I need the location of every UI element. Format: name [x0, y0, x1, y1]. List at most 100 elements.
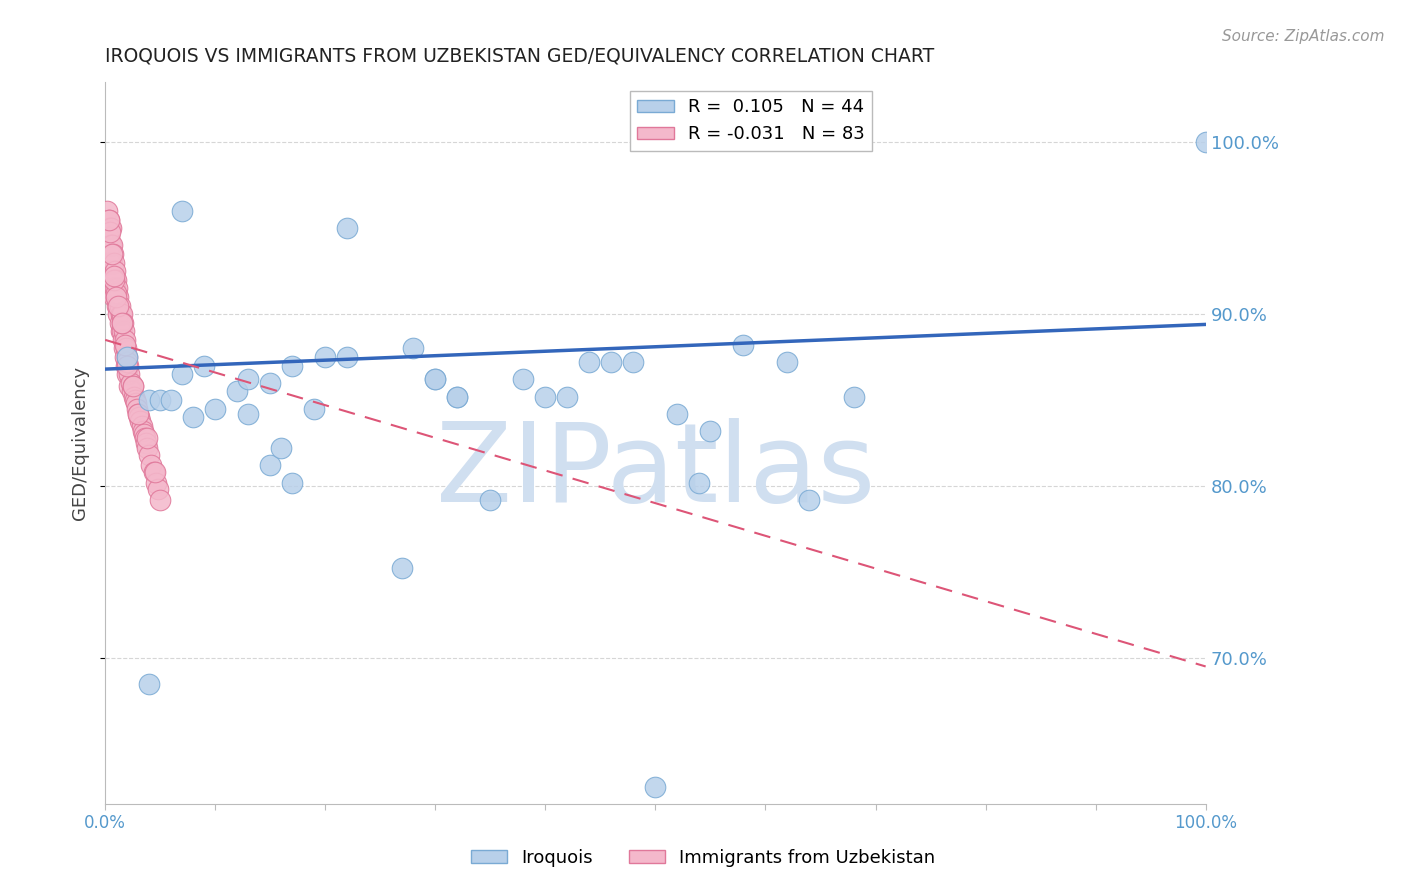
- Point: [111, 316, 134, 330]
- Point: [534, 390, 557, 404]
- Point: [479, 492, 502, 507]
- Point: [122, 390, 145, 404]
- Point: [118, 368, 141, 382]
- Point: [115, 355, 138, 369]
- Point: [107, 290, 129, 304]
- Point: [105, 281, 128, 295]
- Point: [121, 379, 143, 393]
- Point: [149, 392, 172, 407]
- Point: [103, 290, 125, 304]
- Point: [100, 238, 122, 252]
- Point: [114, 333, 136, 347]
- Point: [107, 307, 129, 321]
- Point: [114, 350, 136, 364]
- Point: [97, 212, 120, 227]
- Point: [138, 448, 160, 462]
- Point: [115, 350, 138, 364]
- Point: [124, 392, 146, 407]
- Point: [117, 359, 139, 373]
- Point: [138, 392, 160, 407]
- Point: [141, 458, 163, 473]
- Point: [204, 401, 226, 416]
- Point: [172, 368, 194, 382]
- Point: [259, 458, 281, 473]
- Point: [131, 424, 153, 438]
- Point: [97, 229, 120, 244]
- Point: [644, 780, 666, 794]
- Point: [105, 286, 128, 301]
- Point: [259, 376, 281, 390]
- Point: [115, 359, 138, 373]
- Point: [101, 255, 124, 269]
- Legend: Iroquois, Immigrants from Uzbekistan: Iroquois, Immigrants from Uzbekistan: [464, 842, 942, 874]
- Point: [172, 204, 194, 219]
- Text: IROQUOIS VS IMMIGRANTS FROM UZBEKISTAN GED/EQUIVALENCY CORRELATION CHART: IROQUOIS VS IMMIGRANTS FROM UZBEKISTAN G…: [105, 46, 935, 65]
- Point: [304, 401, 326, 416]
- Point: [105, 290, 128, 304]
- Point: [688, 475, 710, 490]
- Text: ZIPatlas: ZIPatlas: [436, 418, 875, 525]
- Point: [181, 410, 204, 425]
- Point: [281, 475, 304, 490]
- Point: [112, 342, 135, 356]
- Point: [391, 561, 413, 575]
- Point: [112, 324, 135, 338]
- Point: [108, 298, 131, 312]
- Point: [118, 379, 141, 393]
- Y-axis label: GED/Equivalency: GED/Equivalency: [72, 366, 89, 520]
- Point: [101, 281, 124, 295]
- Point: [512, 372, 534, 386]
- Point: [115, 368, 138, 382]
- Point: [842, 390, 865, 404]
- Point: [666, 407, 689, 421]
- Point: [281, 359, 304, 373]
- Point: [104, 264, 127, 278]
- Point: [100, 255, 122, 269]
- Point: [111, 324, 134, 338]
- Point: [105, 298, 128, 312]
- Point: [600, 355, 623, 369]
- Point: [270, 441, 292, 455]
- Point: [98, 225, 121, 239]
- Point: [107, 298, 129, 312]
- Point: [402, 342, 425, 356]
- Point: [336, 350, 359, 364]
- Point: [111, 316, 134, 330]
- Point: [733, 338, 755, 352]
- Point: [104, 281, 127, 295]
- Point: [135, 436, 157, 450]
- Point: [103, 273, 125, 287]
- Point: [100, 221, 122, 235]
- Point: [105, 273, 128, 287]
- Point: [425, 372, 447, 386]
- Point: [145, 475, 167, 490]
- Point: [127, 407, 149, 421]
- Point: [446, 390, 468, 404]
- Point: [226, 384, 249, 399]
- Point: [121, 379, 143, 393]
- Point: [146, 483, 169, 497]
- Point: [125, 396, 148, 410]
- Point: [134, 431, 156, 445]
- Point: [120, 376, 142, 390]
- Point: [97, 212, 120, 227]
- Point: [138, 676, 160, 690]
- Point: [103, 255, 125, 269]
- Point: [98, 221, 121, 235]
- Point: [446, 390, 468, 404]
- Point: [132, 427, 155, 442]
- Point: [149, 492, 172, 507]
- Point: [799, 492, 821, 507]
- Point: [1195, 135, 1218, 149]
- Point: [101, 264, 124, 278]
- Point: [557, 390, 579, 404]
- Point: [129, 414, 152, 428]
- Point: [111, 307, 134, 321]
- Point: [238, 407, 260, 421]
- Point: [623, 355, 645, 369]
- Point: [103, 273, 125, 287]
- Point: [127, 401, 149, 416]
- Point: [101, 247, 124, 261]
- Point: [143, 465, 166, 479]
- Point: [98, 255, 121, 269]
